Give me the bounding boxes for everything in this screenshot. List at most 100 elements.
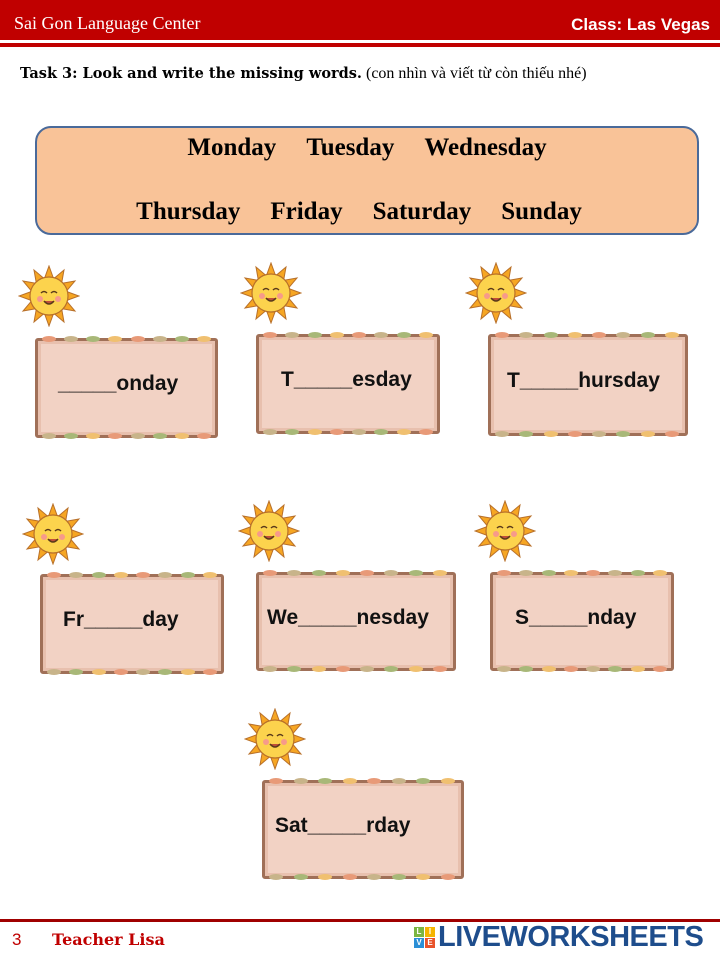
decoration-dot xyxy=(263,666,277,672)
decoration-dot xyxy=(342,778,357,784)
missing-word-text[interactable]: We_____nesday xyxy=(267,605,429,629)
missing-word-text[interactable]: S_____nday xyxy=(515,605,637,629)
decoration-dot xyxy=(563,666,578,672)
decoration-dot xyxy=(42,336,56,342)
decoration-dot xyxy=(608,666,623,672)
missing-word-text[interactable]: _____onday xyxy=(58,372,179,395)
word-bank-item: Tuesday xyxy=(306,134,395,161)
decoration-dot xyxy=(285,429,300,435)
decoration-dot xyxy=(269,874,283,880)
sun-icon xyxy=(17,264,81,328)
decoration-dot xyxy=(374,429,389,435)
decoration-dot xyxy=(495,431,509,437)
word-bank: Monday Tuesday Wednesday Thursday Friday Sat… xyxy=(35,126,699,235)
decoration-dot xyxy=(342,874,357,880)
decoration-dot xyxy=(86,336,101,342)
decoration-dot xyxy=(608,570,623,576)
decoration-dot xyxy=(91,669,106,675)
decoration-dot xyxy=(69,669,84,675)
decoration-dot xyxy=(64,433,79,439)
decoration-dot xyxy=(432,570,447,576)
sun-icon xyxy=(473,499,537,563)
decoration-dot xyxy=(408,570,423,576)
decoration-dot xyxy=(329,429,344,435)
footer-divider xyxy=(0,919,720,922)
decoration-dot xyxy=(630,570,645,576)
decoration-dot xyxy=(352,332,366,338)
word-card: Fr_____day xyxy=(40,572,224,675)
decoration-dot xyxy=(318,874,332,880)
decoration-dot xyxy=(180,572,195,578)
decoration-dot xyxy=(418,332,433,338)
decoration-dot xyxy=(352,429,366,435)
decoration-dot xyxy=(567,431,582,437)
decoration-dot xyxy=(592,431,606,437)
decoration-dot xyxy=(287,570,302,576)
decoration-dot xyxy=(202,669,217,675)
missing-word-text[interactable]: Sat_____rday xyxy=(275,813,411,837)
missing-word-text[interactable]: T_____hursday xyxy=(507,369,660,392)
decoration-dot xyxy=(416,778,430,784)
decoration-dot xyxy=(416,874,430,880)
word-card: T_____esday xyxy=(256,332,440,435)
decoration-dot xyxy=(293,778,308,784)
decoration-dot xyxy=(263,570,277,576)
sun-icon xyxy=(239,261,303,325)
decoration-dot xyxy=(108,336,123,342)
decoration-dot xyxy=(318,778,332,784)
decoration-dot xyxy=(652,666,667,672)
word-card: T_____hursday xyxy=(488,332,688,437)
decoration-dot xyxy=(664,431,679,437)
decoration-dot xyxy=(307,332,322,338)
decoration-dot xyxy=(335,570,350,576)
decoration-dot xyxy=(91,572,106,578)
decoration-dot xyxy=(664,332,679,338)
decoration-dot xyxy=(497,666,511,672)
word-bank-item: Friday xyxy=(270,198,343,225)
decoration-dot xyxy=(285,332,300,338)
missing-word-text[interactable]: T_____esday xyxy=(281,368,412,391)
sun-icon xyxy=(237,499,301,563)
decoration-dot xyxy=(640,332,655,338)
decoration-dot xyxy=(541,666,556,672)
decoration-dot xyxy=(69,572,84,578)
decoration-dot xyxy=(396,332,411,338)
decoration-dot xyxy=(329,332,344,338)
decoration-dot xyxy=(384,666,399,672)
decoration-dot xyxy=(519,332,534,338)
decoration-dot xyxy=(263,429,277,435)
word-bank-row-1: Monday Tuesday Wednesday xyxy=(37,134,697,162)
decoration-dot xyxy=(360,666,374,672)
decoration-dot xyxy=(374,332,389,338)
decoration-dot xyxy=(543,431,558,437)
school-name: Sai Gon Language Center xyxy=(14,13,201,33)
word-bank-item: Sunday xyxy=(501,198,582,225)
decoration-dot xyxy=(440,778,455,784)
decoration-dot xyxy=(42,433,56,439)
decoration-dot xyxy=(396,429,411,435)
decoration-dot xyxy=(543,332,558,338)
decoration-dot xyxy=(158,669,173,675)
decoration-dot xyxy=(196,336,211,342)
decoration-dot xyxy=(616,332,631,338)
decoration-dot xyxy=(174,336,189,342)
decoration-dot xyxy=(158,572,173,578)
decoration-dot xyxy=(47,669,61,675)
word-card: Sat_____rday xyxy=(262,778,464,880)
decoration-dot xyxy=(432,666,447,672)
word-bank-item: Thursday xyxy=(136,198,241,225)
decoration-dot xyxy=(541,570,556,576)
decoration-dot xyxy=(586,570,600,576)
decoration-dot xyxy=(408,666,423,672)
missing-word-text[interactable]: Fr_____day xyxy=(63,608,179,631)
decoration-dot xyxy=(152,433,167,439)
decoration-dot xyxy=(287,666,302,672)
decoration-dot xyxy=(616,431,631,437)
word-bank-item: Wednesday xyxy=(424,134,547,161)
decoration-dot xyxy=(440,874,455,880)
sun-icon xyxy=(243,707,307,771)
decoration-dot xyxy=(293,874,308,880)
decoration-dot xyxy=(307,429,322,435)
teacher-name: Teacher Lisa xyxy=(52,930,165,949)
decoration-dot xyxy=(152,336,167,342)
